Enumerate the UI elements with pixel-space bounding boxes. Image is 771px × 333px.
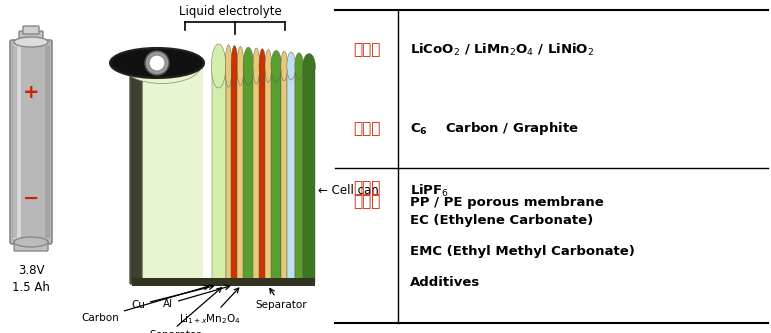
Ellipse shape [259,49,265,83]
Ellipse shape [231,46,237,86]
Ellipse shape [211,44,226,88]
FancyBboxPatch shape [19,31,43,45]
Ellipse shape [253,48,260,84]
Text: $\mathbf{C_6}$    Carbon / Graphite: $\mathbf{C_6}$ Carbon / Graphite [410,120,579,137]
Ellipse shape [243,47,254,85]
Text: 양극재: 양극재 [353,42,380,57]
Ellipse shape [295,53,303,79]
Ellipse shape [303,54,315,78]
Bar [45,46,50,238]
Text: ← Cell can: ← Cell can [318,183,379,196]
Bar [265,66,271,283]
FancyBboxPatch shape [13,45,21,239]
FancyBboxPatch shape [10,40,52,244]
Bar [136,63,204,283]
Bar [131,63,139,283]
Bar [226,66,232,283]
Bar [259,66,265,283]
Bar [295,66,303,283]
Bar [12,46,17,238]
Text: LiCoO$_2$ / LiMn$_2$O$_4$ / LiNiO$_2$: LiCoO$_2$ / LiMn$_2$O$_4$ / LiNiO$_2$ [410,41,594,58]
Text: 분리막: 분리막 [353,194,380,209]
Ellipse shape [271,50,281,82]
Text: EMC (Ethyl Methyl Carbonate): EMC (Ethyl Methyl Carbonate) [410,245,635,258]
Text: Li$_{1+x}$Mn$_2$O$_4$: Li$_{1+x}$Mn$_2$O$_4$ [179,288,241,326]
Text: Carbon: Carbon [81,285,209,323]
Text: 3.8V
1.5 Ah: 3.8V 1.5 Ah [12,264,50,294]
Ellipse shape [265,50,271,82]
Ellipse shape [14,237,48,247]
FancyBboxPatch shape [23,26,39,34]
Text: +: + [23,83,39,102]
Ellipse shape [110,48,204,78]
Bar [271,66,281,283]
Text: Separator: Separator [255,288,307,310]
Circle shape [145,51,169,75]
Bar [281,66,288,283]
Text: Liquid electrolyte: Liquid electrolyte [179,5,281,18]
Text: 음극재: 음극재 [353,121,380,136]
Ellipse shape [225,45,232,87]
Text: Separator: Separator [149,330,200,333]
Text: EC (Ethylene Carbonate): EC (Ethylene Carbonate) [410,214,593,227]
Bar [237,66,244,283]
Text: 전해액: 전해액 [353,180,380,195]
Ellipse shape [14,37,48,47]
Text: Additives: Additives [410,276,480,289]
FancyBboxPatch shape [130,62,142,284]
Bar [244,66,254,283]
Text: Al: Al [163,285,230,309]
Bar [211,66,226,283]
Bar [231,66,237,283]
Text: Cu: Cu [131,285,214,310]
Text: LiPF$_6$: LiPF$_6$ [410,183,449,199]
Text: −: − [23,188,39,207]
Bar [132,278,315,286]
Bar [303,66,315,283]
Ellipse shape [281,51,288,81]
Ellipse shape [123,49,200,84]
Text: PP / PE porous membrane: PP / PE porous membrane [410,195,604,208]
Ellipse shape [237,46,244,86]
Bar [254,66,260,283]
Circle shape [149,55,165,71]
FancyBboxPatch shape [14,241,48,251]
Bar [287,66,295,283]
Ellipse shape [287,52,295,80]
